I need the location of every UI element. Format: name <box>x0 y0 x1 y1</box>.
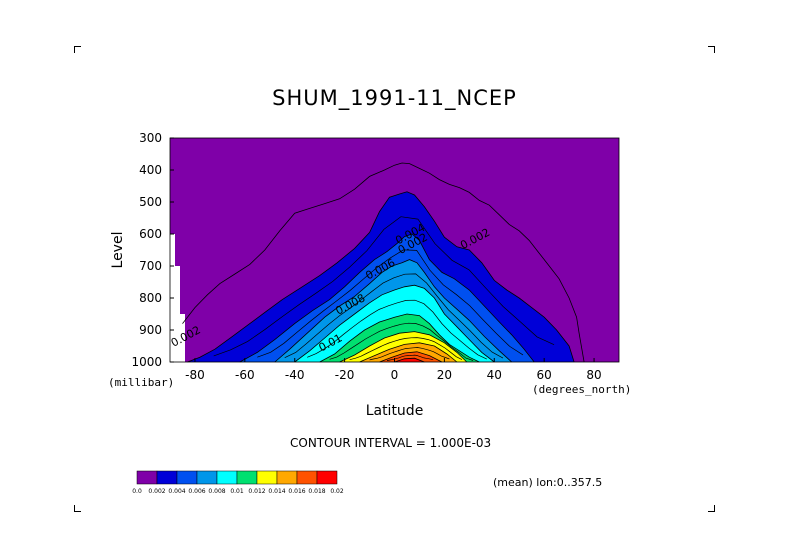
contour-fills <box>170 138 619 362</box>
y-tick-label-3: 600 <box>139 227 162 241</box>
colorbar-label-7: 0.014 <box>268 488 285 495</box>
contour-line-mid-4 <box>307 299 487 360</box>
colorbar-label-4: 0.008 <box>208 488 225 495</box>
contour-line-5 <box>319 313 480 363</box>
colorbar-swatch-4 <box>216 470 238 485</box>
x-tick-label-2: -40 <box>285 368 305 382</box>
colorbar-label-9: 0.018 <box>308 488 325 495</box>
contour-line-9 <box>394 357 425 363</box>
contour-line-mid-5 <box>329 322 474 361</box>
y-tick-label-5: 800 <box>139 291 162 305</box>
x-tick-label-4: 0 <box>391 368 399 382</box>
colorbar-label-0: 0.0 <box>132 488 142 495</box>
colorbar-swatch-2 <box>176 470 198 485</box>
contour-line-4 <box>294 284 495 363</box>
colorbar-label-1: 0.002 <box>148 488 165 495</box>
contour-line-mid-3 <box>284 273 504 359</box>
x-tick-label-0: -80 <box>185 368 205 382</box>
colorbar-label-3: 0.006 <box>188 488 205 495</box>
colorbar-swatch-9 <box>316 470 338 485</box>
contour-line-7 <box>359 342 458 363</box>
y-tick-label-7: 1000 <box>131 355 162 369</box>
corner-mark-top-left <box>74 46 81 53</box>
y-tick-label-1: 400 <box>139 163 162 177</box>
colorbar-swatch-3 <box>196 470 218 485</box>
contour-line-2 <box>239 233 535 363</box>
colorbar-label-8: 0.016 <box>288 488 305 495</box>
contour-line-mid-2 <box>257 249 524 358</box>
colorbar: 0.0 0.002 0.004 0.006 0.008 0.01 0.012 0.014 0.0… <box>132 470 344 495</box>
colorbar-swatch-7 <box>276 470 298 485</box>
corner-mark-top-right <box>708 46 715 53</box>
colorbar-swatch-6 <box>256 470 278 485</box>
x-tick-label-1: -60 <box>235 368 255 382</box>
x-tick-label-6: 40 <box>487 368 502 382</box>
colorbar-swatch-8 <box>296 470 318 485</box>
contour-interval-label: CONTOUR INTERVAL = 1.000E-03 <box>290 436 492 450</box>
y-tick-label-0: 300 <box>139 131 162 145</box>
y-tick-label-6: 900 <box>139 323 162 337</box>
x-tick-label-7: 60 <box>537 368 552 382</box>
x-unit-label: (degrees_north) <box>532 383 631 396</box>
contour-line-8 <box>379 351 443 363</box>
mean-longitude-label: (mean) lon:0..357.5 <box>493 476 603 489</box>
y-axis-label: Level <box>110 232 126 269</box>
colorbar-swatch-5 <box>236 470 258 485</box>
contour-line-6 <box>339 331 468 363</box>
x-tick-label-3: -20 <box>335 368 355 382</box>
contour-fill-level-8 <box>379 351 442 362</box>
colorbar-label-6: 0.012 <box>248 488 265 495</box>
contour-line-1 <box>187 191 575 363</box>
colorbar-label-10: 0.02 <box>330 488 344 495</box>
corner-mark-bottom-left <box>74 505 81 512</box>
x-tick-label-5: 20 <box>437 368 452 382</box>
y-unit-label: (millibar) <box>108 376 174 389</box>
axes: -80 -60 -40 -20 0 20 40 60 80 300 400 500 600 700 800 9… <box>108 131 631 419</box>
x-tick-label-8: 80 <box>586 368 601 382</box>
corner-mark-bottom-right <box>708 505 715 512</box>
contour-lines <box>182 162 585 363</box>
x-axis-label: Latitude <box>366 403 424 419</box>
contour-line-0-001 <box>182 162 585 363</box>
y-tick-label-2: 500 <box>139 195 162 209</box>
colorbar-label-2: 0.004 <box>168 488 185 495</box>
contour-line-mid-7 <box>369 347 450 361</box>
contour-line-3 <box>274 259 512 363</box>
contour-line-mid-1 <box>213 216 555 357</box>
colorbar-swatch-0 <box>136 470 158 485</box>
chart-title: SHUM_1991-11_NCEP <box>272 86 517 110</box>
y-tick-label-4: 700 <box>139 259 162 273</box>
contour-line-mid-6 <box>349 337 463 361</box>
colorbar-swatch-1 <box>156 470 178 485</box>
colorbar-label-5: 0.01 <box>230 488 244 495</box>
